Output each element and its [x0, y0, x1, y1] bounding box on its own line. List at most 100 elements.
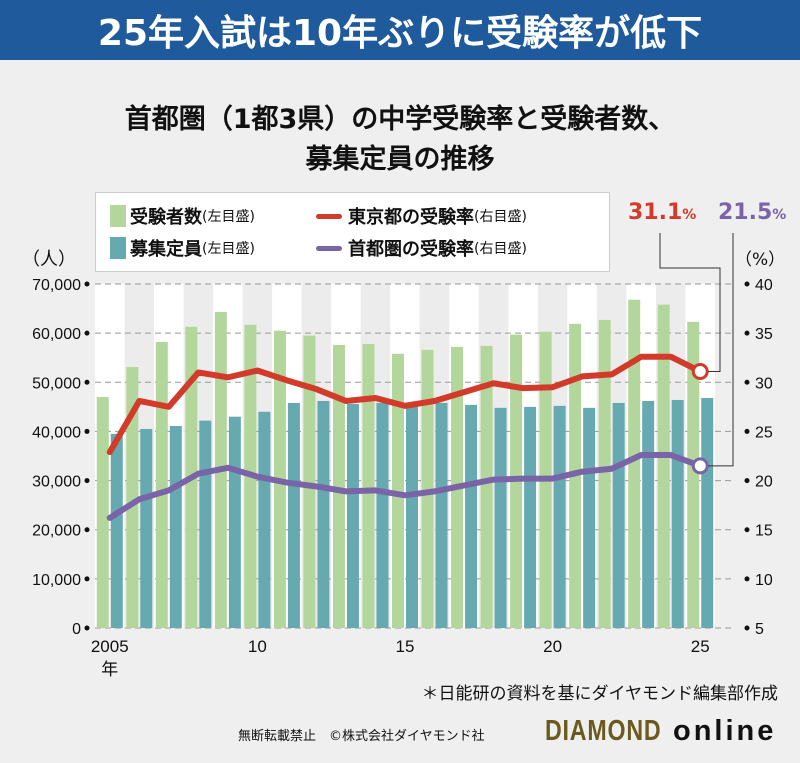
- capacity-bar: [376, 402, 389, 628]
- legend: 受験者数 (左目盛) 東京都の受験率 (右目盛) 募集定員 (左目盛) 首都圏の受験率…: [95, 192, 610, 272]
- metro-rate-line-endpoint: [691, 457, 709, 475]
- applicants-bar: [126, 367, 139, 628]
- tick-dot: [744, 330, 750, 336]
- headline: 25年入試は10年ぶりに受験率が低下: [0, 0, 800, 60]
- left-tick-label: 40,000: [32, 424, 81, 441]
- tick-dot: [744, 428, 750, 434]
- logo-brand: DIAMOND: [545, 715, 662, 747]
- right-tick-label: 15: [755, 523, 773, 540]
- capacity-bar: [465, 404, 478, 628]
- legend-metro: 首都圏の受験率 (右目盛): [316, 235, 527, 261]
- capacity-bar: [435, 402, 448, 628]
- legend-axis: (右目盛): [474, 241, 527, 257]
- metro-callout-leader: [708, 233, 734, 467]
- tick-dot: [84, 428, 90, 434]
- applicants-bar: [332, 344, 345, 628]
- applicants-bar: [392, 353, 404, 628]
- x-tick-label: 20: [543, 637, 562, 656]
- chart-area: 0 5 10,000 10 20,000 15 30,000 20 40,000 25 50,000…: [22, 233, 785, 680]
- tick-dot: [84, 576, 90, 582]
- applicants-bar: [598, 319, 611, 628]
- x-tick-label: 25: [691, 637, 710, 656]
- right-tick-label: 25: [755, 424, 773, 441]
- capacity-bar: [199, 420, 212, 628]
- chart-title-line1: 首都圏（1都3県）の中学受験率と受験者数、: [124, 104, 676, 135]
- right-tick-label: 10: [755, 572, 773, 589]
- applicants-bar: [362, 343, 375, 628]
- tokyo-rate-line: [106, 353, 704, 456]
- capacity-bar: [494, 407, 507, 628]
- chart-title-line2: 募集定員の推移: [305, 144, 495, 175]
- applicants-bar: [480, 345, 493, 628]
- metro-line-swatch: [316, 245, 342, 251]
- applicants-bar: [628, 299, 641, 628]
- tokyo-rate-line-endpoint: [691, 362, 709, 380]
- right-tick-label: 20: [755, 474, 773, 491]
- legend-applicants: 受験者数 (左目盛): [110, 203, 255, 229]
- capacity-bar: [110, 433, 123, 628]
- tick-dot: [744, 527, 750, 533]
- tick-dot: [744, 379, 750, 385]
- left-tick-label: 0: [72, 621, 81, 638]
- tick-dot: [84, 379, 90, 385]
- capacity-bar: [524, 406, 537, 628]
- source-note: ＊日能研の資料を基にダイヤモンド編集部作成: [421, 684, 779, 704]
- left-tick-label: 10,000: [32, 572, 81, 589]
- applicants-bar: [421, 349, 434, 628]
- tick-dot: [84, 625, 90, 631]
- tokyo-callout-leader: [659, 233, 721, 372]
- metro-rate-line: [106, 452, 704, 521]
- left-tick-label: 70,000: [32, 277, 81, 294]
- tokyo-value: 31.1: [628, 200, 683, 225]
- legend-tokyo: 東京都の受験率 (右目盛): [316, 203, 527, 229]
- applicants-bar: [96, 397, 109, 628]
- capacity-bar: [169, 426, 182, 628]
- right-tick-label: 30: [755, 375, 773, 392]
- tick-dot: [744, 576, 750, 582]
- tick-dot: [744, 281, 750, 287]
- right-tick-label: 35: [755, 326, 773, 343]
- applicants-bar: [687, 321, 700, 628]
- tick-dot: [84, 527, 90, 533]
- applicants-bar: [657, 304, 670, 628]
- capacity-bar: [671, 399, 684, 628]
- tick-dot: [84, 478, 90, 484]
- legend-axis: (左目盛): [202, 241, 255, 257]
- right-tick-label: 5: [755, 621, 764, 638]
- capacity-swatch: [110, 237, 126, 259]
- capacity-bar: [406, 404, 418, 628]
- applicants-bar: [155, 341, 168, 628]
- x-tick-label: 15: [396, 637, 415, 656]
- legend-capacity: 募集定員 (左目盛): [110, 235, 255, 261]
- right-tick-label: 40: [755, 277, 773, 294]
- capacity-bar: [583, 407, 596, 628]
- right-axis-unit: （%）: [735, 250, 785, 270]
- applicants-swatch: [110, 205, 126, 227]
- legend-label: 募集定員: [130, 239, 202, 260]
- x-tick-label: 10: [248, 637, 267, 656]
- capacity-bar: [258, 411, 271, 628]
- left-tick-label: 30,000: [32, 474, 81, 491]
- legend-axis: (右目盛): [474, 209, 527, 225]
- left-tick-label: 20,000: [32, 523, 81, 540]
- capacity-bar: [140, 428, 153, 628]
- capacity-bar: [612, 402, 625, 628]
- x-year-suffix: 年: [101, 660, 118, 680]
- left-axis-unit: （人）: [22, 249, 76, 270]
- left-tick-label: 50,000: [32, 375, 81, 392]
- capacity-bar: [553, 405, 566, 628]
- capacity-bar: [287, 402, 300, 628]
- metro-value: 21.5: [718, 200, 773, 225]
- tick-dot: [84, 330, 90, 336]
- metro-callout: 21.5%: [718, 200, 786, 225]
- tokyo-line-swatch: [316, 213, 342, 219]
- unit: %: [682, 207, 697, 223]
- tick-dot: [744, 478, 750, 484]
- tick-dot: [744, 625, 750, 631]
- tokyo-callout: 31.1%: [628, 200, 696, 225]
- capacity-bar: [701, 398, 714, 628]
- capacity-bar: [346, 403, 359, 628]
- legend-label: 受験者数: [130, 207, 202, 228]
- copyright: 無断転載禁止 ©株式会社ダイヤモンド社: [238, 729, 485, 744]
- x-tick-label: 2005: [91, 637, 129, 656]
